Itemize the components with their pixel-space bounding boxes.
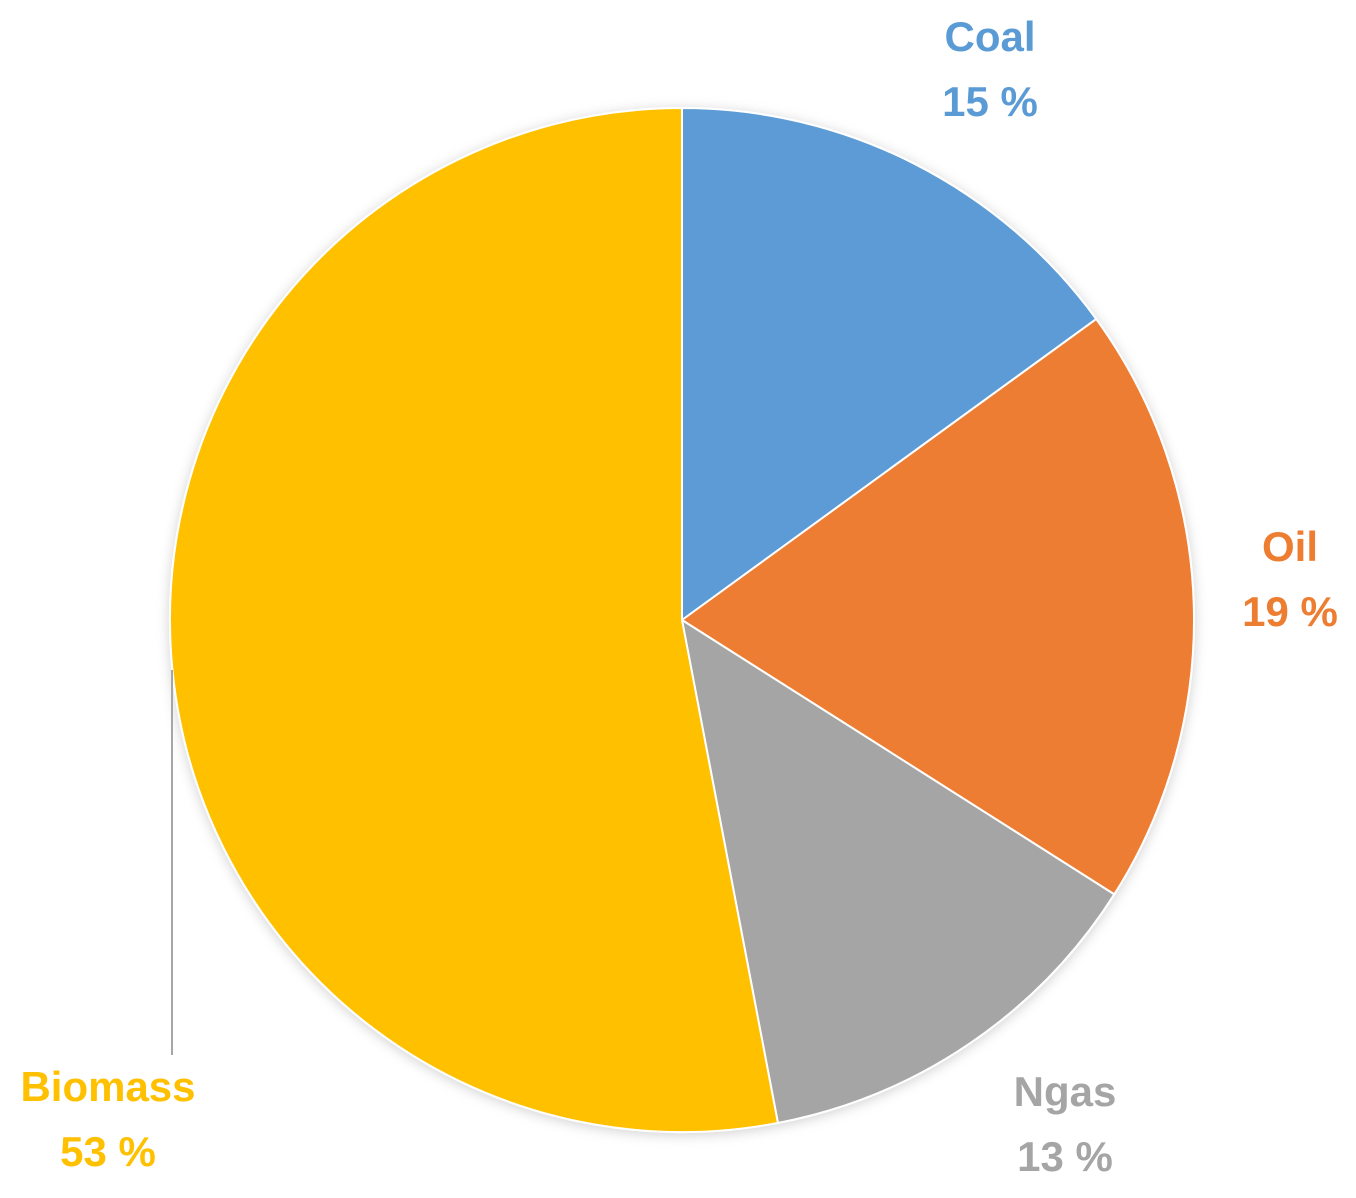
slice-label: Biomass (20, 1063, 195, 1110)
slice-label: Oil (1262, 523, 1318, 570)
slice-value-label: 19 % (1242, 588, 1338, 635)
slice-value-label: 13 % (1017, 1133, 1113, 1180)
pie-slice (680, 317, 1195, 896)
pie-slice (681, 106, 1098, 622)
slice-value-label: 15 % (942, 78, 1038, 125)
pie-slice (168, 106, 780, 1133)
slice-label: Ngas (1014, 1068, 1117, 1115)
pie (168, 106, 1195, 1133)
pie-slice (680, 617, 1116, 1125)
slice-label: Coal (944, 13, 1035, 60)
slice-value-label: 53 % (60, 1128, 156, 1175)
